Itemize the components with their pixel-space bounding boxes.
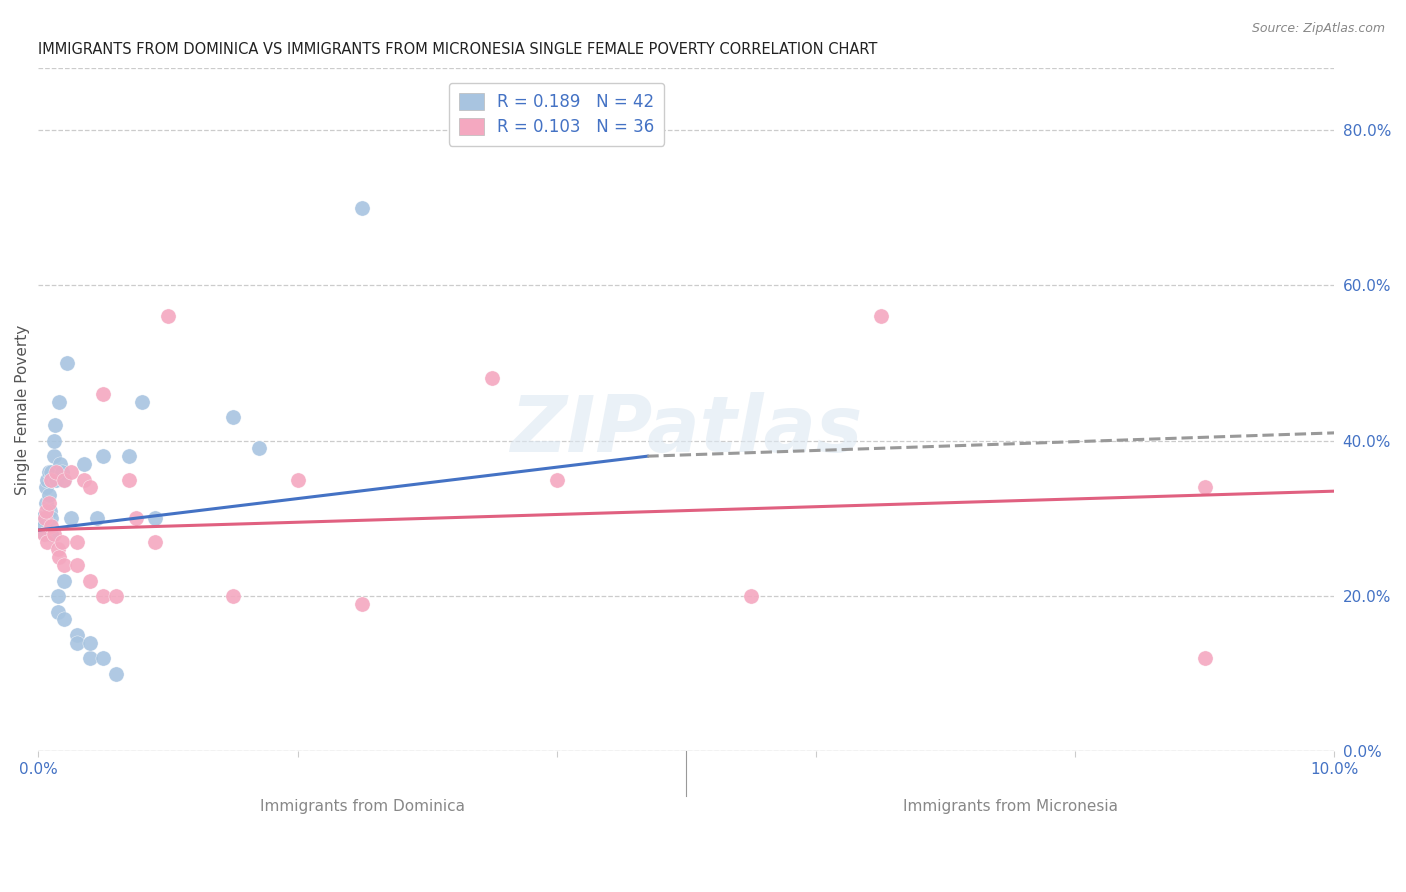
Y-axis label: Single Female Poverty: Single Female Poverty [15, 325, 30, 495]
Point [39, 527, 62, 541]
Point [546, 473, 568, 487]
Point [44, 418, 66, 433]
Point [39, 519, 62, 533]
Point [124, 511, 146, 525]
Legend: R = 0.189   N = 42, R = 0.103   N = 36: R = 0.189 N = 42, R = 0.103 N = 36 [449, 83, 665, 145]
Point [73, 473, 96, 487]
Text: IMMIGRANTS FROM DOMINICA VS IMMIGRANTS FROM MICRONESIA SINGLE FEMALE POVERTY COR: IMMIGRANTS FROM DOMINICA VS IMMIGRANTS F… [38, 42, 877, 57]
Point [118, 473, 141, 487]
Point [56, 356, 79, 370]
Point [53, 558, 76, 572]
Point [79, 480, 101, 494]
Point [46, 542, 69, 557]
Text: ZIPatlas: ZIPatlas [510, 392, 862, 468]
Point [38, 496, 60, 510]
Point [143, 534, 166, 549]
Point [59, 511, 82, 525]
Point [143, 511, 166, 525]
Point [79, 651, 101, 665]
Point [35, 480, 58, 494]
Point [34, 511, 56, 525]
Point [156, 310, 179, 324]
Point [32, 527, 55, 541]
Point [105, 589, 128, 603]
Point [66, 636, 89, 650]
Point [39, 465, 62, 479]
Point [222, 589, 245, 603]
Point [222, 410, 245, 425]
Point [53, 612, 76, 626]
Point [32, 519, 55, 533]
Point [35, 503, 58, 517]
Point [79, 636, 101, 650]
Point [352, 201, 374, 215]
Point [91, 651, 114, 665]
Point [91, 387, 114, 401]
Point [45, 465, 67, 479]
Text: Immigrants from Micronesia: Immigrants from Micronesia [903, 799, 1118, 814]
Point [35, 496, 58, 510]
Point [39, 503, 62, 517]
Point [49, 457, 72, 471]
Point [105, 666, 128, 681]
Point [1194, 480, 1216, 494]
Point [51, 534, 73, 549]
Point [53, 473, 76, 487]
Point [42, 527, 65, 541]
Point [53, 574, 76, 588]
Point [131, 394, 153, 409]
Point [39, 511, 62, 525]
Point [66, 628, 89, 642]
Point [73, 457, 96, 471]
Point [42, 434, 65, 448]
Point [247, 442, 270, 456]
Point [59, 465, 82, 479]
Point [91, 589, 114, 603]
Point [39, 473, 62, 487]
Point [46, 589, 69, 603]
Point [79, 574, 101, 588]
Point [740, 589, 762, 603]
Text: Source: ZipAtlas.com: Source: ZipAtlas.com [1251, 22, 1385, 36]
Point [48, 394, 70, 409]
Point [53, 473, 76, 487]
Point [118, 449, 141, 463]
Point [38, 465, 60, 479]
Text: Immigrants from Dominica: Immigrants from Dominica [260, 799, 465, 814]
Point [352, 597, 374, 611]
Point [45, 473, 67, 487]
Point [34, 527, 56, 541]
Point [869, 310, 891, 324]
Point [42, 449, 65, 463]
Point [1194, 651, 1216, 665]
Point [37, 534, 59, 549]
Point [287, 473, 309, 487]
Point [46, 605, 69, 619]
Point [481, 371, 503, 385]
Point [66, 558, 89, 572]
Point [38, 488, 60, 502]
Point [37, 473, 59, 487]
Point [66, 534, 89, 549]
Point [91, 449, 114, 463]
Point [51, 465, 73, 479]
Point [39, 473, 62, 487]
Point [48, 550, 70, 565]
Point [31, 511, 53, 525]
Point [86, 511, 108, 525]
